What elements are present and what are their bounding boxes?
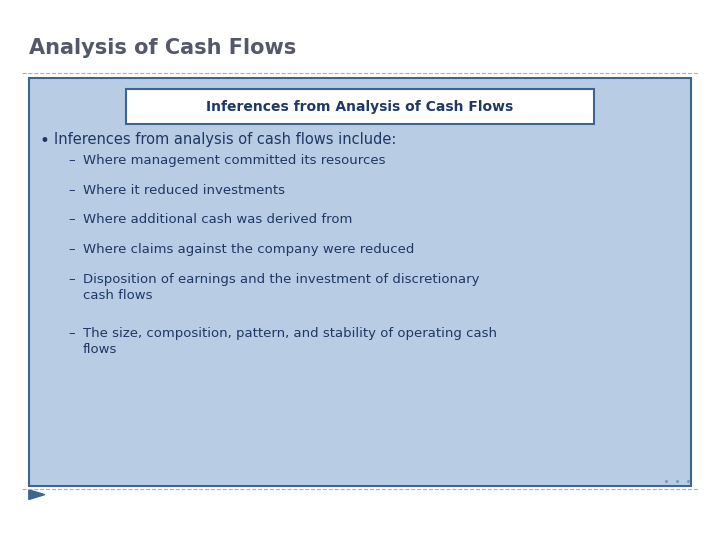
Text: –: – [68,213,75,226]
Text: –: – [68,184,75,197]
Text: Where claims against the company were reduced: Where claims against the company were re… [83,243,414,256]
Text: Where additional cash was derived from: Where additional cash was derived from [83,213,352,226]
Text: Where management committed its resources: Where management committed its resources [83,154,385,167]
Text: –: – [68,327,75,340]
Polygon shape [29,490,45,500]
Text: The size, composition, pattern, and stability of operating cash
flows: The size, composition, pattern, and stab… [83,327,497,356]
Text: Inferences from analysis of cash flows include:: Inferences from analysis of cash flows i… [54,132,397,147]
FancyBboxPatch shape [126,89,594,124]
FancyBboxPatch shape [29,78,691,486]
Text: –: – [68,154,75,167]
Text: Analysis of Cash Flows: Analysis of Cash Flows [29,38,296,58]
Text: Disposition of earnings and the investment of discretionary
cash flows: Disposition of earnings and the investme… [83,273,480,302]
Text: Inferences from Analysis of Cash Flows: Inferences from Analysis of Cash Flows [207,100,513,113]
Text: •: • [40,132,50,150]
Text: –: – [68,243,75,256]
Text: Where it reduced investments: Where it reduced investments [83,184,285,197]
Text: –: – [68,273,75,286]
